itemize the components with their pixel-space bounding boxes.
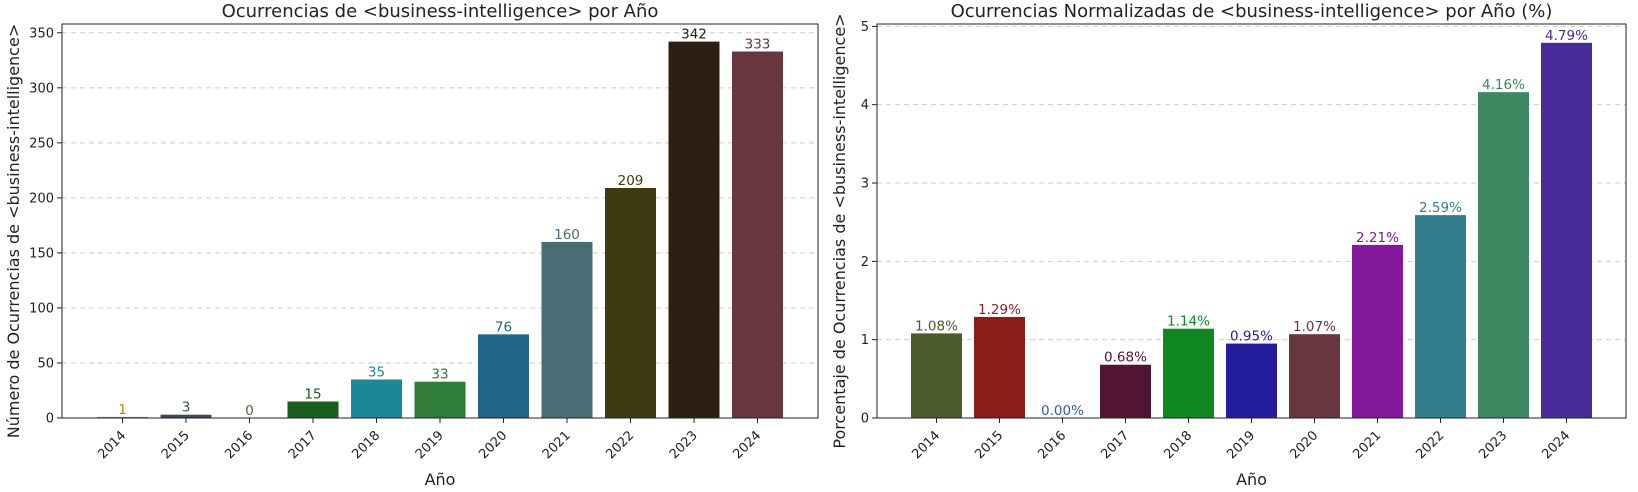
x-tick-label: 2024 — [1539, 428, 1573, 462]
x-tick-label: 2023 — [1476, 428, 1510, 462]
bar-2014 — [97, 416, 148, 418]
y-tick-label: 100 — [29, 301, 54, 316]
data-label: 4.79% — [1545, 28, 1588, 44]
y-tick-label: 4 — [861, 98, 869, 113]
y-axis-label: Número de Ocurrencias de <business-intel… — [4, 24, 23, 438]
bar-2024 — [1541, 42, 1592, 419]
x-axis-label: Año — [425, 470, 456, 489]
data-label: 4.16% — [1482, 77, 1525, 93]
y-tick-label: 0 — [861, 412, 869, 427]
x-tick-label: 2023 — [667, 428, 701, 462]
x-tick-label: 2018 — [1161, 428, 1195, 462]
data-label: 15 — [304, 386, 321, 402]
x-tick-label: 2016 — [1035, 428, 1069, 462]
data-label: 0.95% — [1230, 329, 1273, 345]
chart-title: Ocurrencias Normalizadas de <business-in… — [951, 1, 1553, 22]
y-tick-label: 300 — [29, 81, 54, 96]
x-tick-label: 2019 — [413, 428, 447, 462]
bar-2014 — [911, 333, 962, 418]
data-label: 0 — [245, 403, 254, 419]
y-axis-label: Porcentaje de Ocurrencias de <business-i… — [830, 13, 849, 448]
data-label: 0.68% — [1104, 350, 1147, 366]
bar-2021 — [541, 241, 593, 418]
x-tick-label: 2019 — [1224, 428, 1258, 462]
x-tick-label: 2016 — [222, 428, 256, 462]
data-label: 209 — [618, 173, 644, 189]
bar-2017 — [1100, 364, 1151, 418]
x-tick-label: 2017 — [286, 428, 320, 462]
bar-2015 — [974, 316, 1025, 418]
y-tick-label: 3 — [861, 177, 869, 192]
bar-2023 — [1478, 92, 1529, 418]
bar-2018 — [1163, 328, 1214, 418]
y-tick-label: 250 — [29, 136, 54, 151]
bar-2023 — [668, 41, 720, 418]
data-label: 2.59% — [1419, 200, 1462, 216]
x-tick-label: 2017 — [1098, 428, 1132, 462]
bar-2022 — [1415, 215, 1466, 418]
bar-2018 — [351, 379, 402, 418]
x-tick-label: 2020 — [476, 428, 510, 462]
bar-2015 — [160, 414, 212, 418]
bar-2019 — [1226, 343, 1277, 418]
data-label: 0.00% — [1041, 403, 1084, 419]
x-tick-label: 2020 — [1287, 428, 1321, 462]
normalized-occurrences-chart: 1.08% 1.29% 0.00% 0.68% 1.14% 0.95% 1.07% 2.21%… — [830, 1, 1627, 489]
x-tick-label: 2018 — [349, 428, 383, 462]
y-tick-label: 5 — [861, 20, 869, 35]
x-tick-label: 2014 — [95, 428, 129, 462]
bar-2022 — [605, 187, 656, 418]
chart-title: Ocurrencias de <business-intelligence> p… — [222, 1, 659, 22]
data-label: 33 — [431, 367, 448, 383]
bar-2017 — [287, 401, 339, 418]
data-label: 333 — [745, 37, 771, 53]
occurrences-chart: 1 3 0 15 35 33 76 160 209 342 333 0 50 100 150 200 250 30… — [4, 1, 819, 489]
y-tick-label: 200 — [29, 191, 54, 206]
x-tick-label: 2015 — [972, 428, 1006, 462]
y-tick-label: 150 — [29, 246, 54, 261]
x-tick-label: 2014 — [909, 428, 943, 462]
data-label: 1.08% — [915, 318, 958, 334]
y-tick-label: 50 — [37, 356, 54, 371]
data-label: 160 — [554, 227, 580, 243]
data-label: 76 — [495, 319, 512, 335]
bar-2020 — [478, 334, 529, 418]
data-label: 35 — [368, 364, 385, 380]
bar-2024 — [732, 51, 783, 418]
data-label: 1.14% — [1167, 314, 1210, 330]
x-axis-label: Año — [1236, 470, 1267, 489]
x-tick-label: 2015 — [159, 428, 193, 462]
x-tick-label: 2022 — [603, 428, 637, 462]
bar-2019 — [414, 381, 466, 418]
data-label: 2.21% — [1356, 230, 1399, 246]
data-label: 1 — [118, 402, 127, 418]
x-tick-label: 2024 — [730, 428, 764, 462]
data-label: 342 — [681, 27, 707, 43]
x-tick-label: 2021 — [540, 428, 574, 462]
x-tick-label: 2021 — [1350, 428, 1384, 462]
data-label: 1.07% — [1293, 319, 1336, 335]
data-label: 1.29% — [978, 302, 1021, 318]
x-tick-label: 2022 — [1413, 428, 1447, 462]
y-tick-label: 350 — [29, 26, 54, 41]
data-label: 3 — [182, 400, 191, 416]
y-tick-label: 1 — [861, 333, 869, 348]
bar-2020 — [1289, 334, 1340, 418]
bar-2021 — [1352, 244, 1403, 418]
y-tick-label: 2 — [861, 255, 869, 270]
y-tick-label: 0 — [46, 412, 54, 427]
